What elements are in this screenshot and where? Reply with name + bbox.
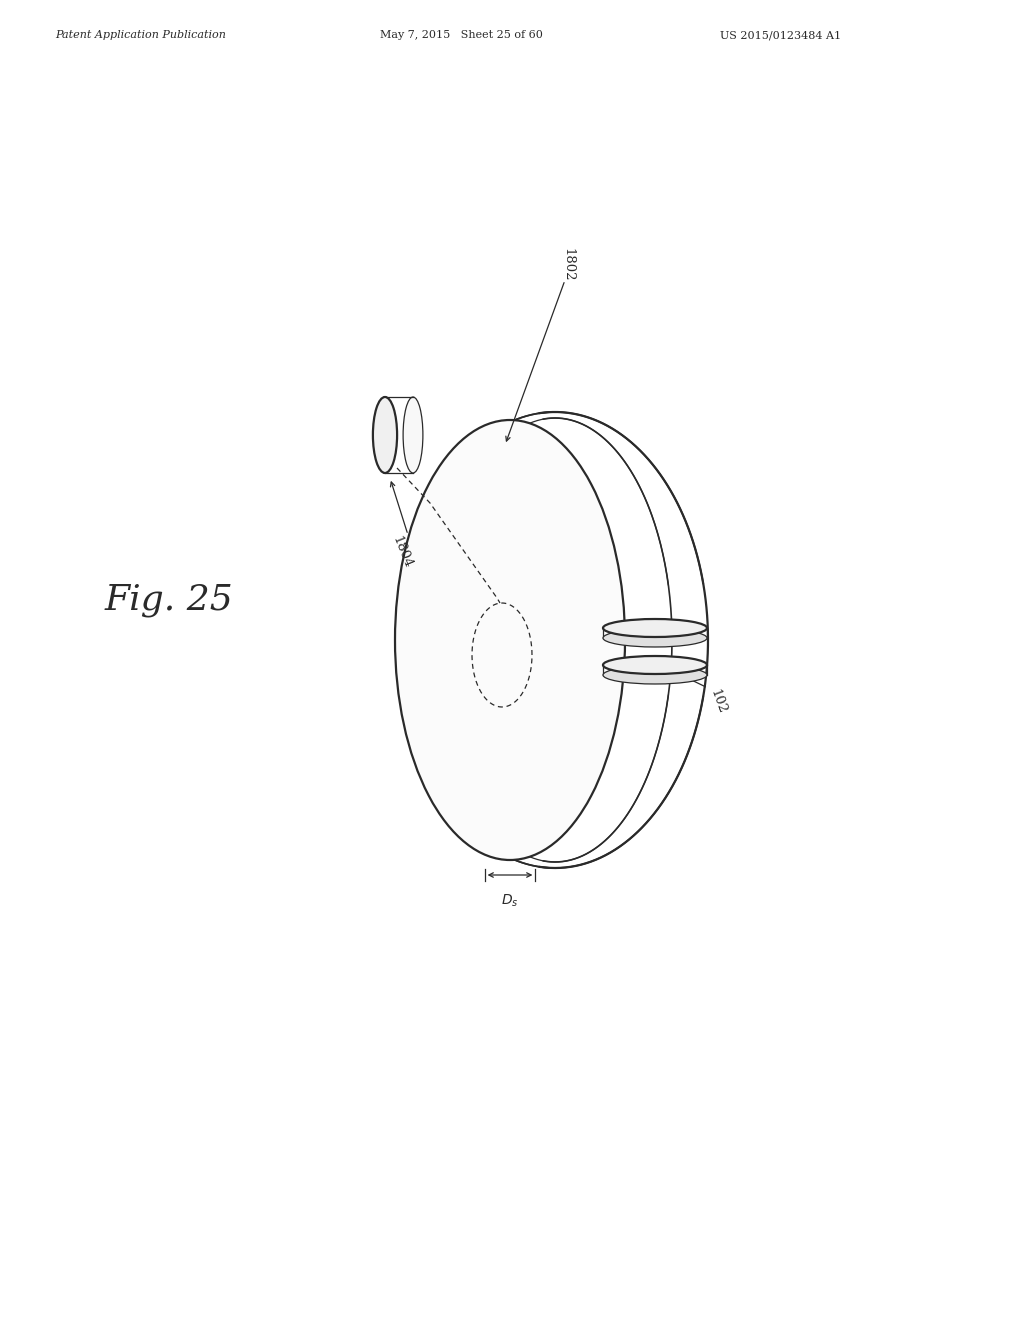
Text: 1802: 1802 bbox=[560, 248, 574, 281]
Ellipse shape bbox=[602, 619, 706, 638]
Text: US 2015/0123484 A1: US 2015/0123484 A1 bbox=[719, 30, 841, 40]
Text: 102: 102 bbox=[707, 688, 728, 715]
Ellipse shape bbox=[602, 667, 706, 684]
Ellipse shape bbox=[373, 397, 396, 473]
Ellipse shape bbox=[602, 656, 706, 675]
Text: Patent Application Publication: Patent Application Publication bbox=[55, 30, 225, 40]
Ellipse shape bbox=[602, 630, 706, 647]
Text: May 7, 2015   Sheet 25 of 60: May 7, 2015 Sheet 25 of 60 bbox=[380, 30, 542, 40]
Ellipse shape bbox=[394, 420, 625, 861]
Ellipse shape bbox=[403, 397, 423, 473]
Text: 1804: 1804 bbox=[389, 535, 414, 570]
Text: Fig. 25: Fig. 25 bbox=[105, 583, 233, 616]
Text: $D_{s}$: $D_{s}$ bbox=[500, 894, 519, 909]
